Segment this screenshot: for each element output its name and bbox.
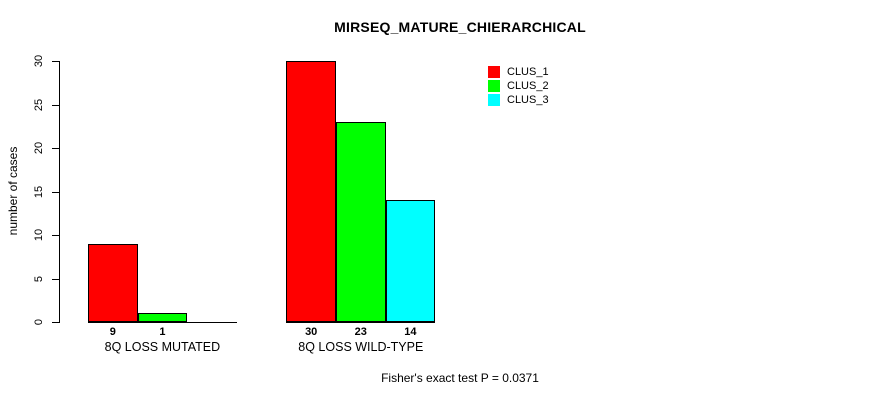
y-tick-mark	[52, 104, 59, 106]
legend-item: CLUS_1	[488, 65, 549, 79]
bar-value-label: 9	[109, 326, 116, 338]
legend-color-swatch	[488, 66, 500, 78]
legend-color-swatch	[488, 94, 500, 106]
y-axis-label: number of cases	[6, 146, 20, 236]
legend-item: CLUS_3	[488, 93, 549, 107]
group-baseline	[88, 322, 237, 323]
annotation-text: Fisher's exact test P = 0.0371	[381, 371, 539, 385]
bar-value-label: 1	[159, 326, 166, 338]
legend-label: CLUS_3	[507, 94, 549, 106]
chart-title: MIRSEQ_MATURE_CHIERARCHICAL	[334, 19, 586, 35]
bar	[336, 121, 386, 322]
y-axis-line	[59, 61, 60, 323]
bar	[137, 313, 188, 322]
legend-label: CLUS_1	[507, 66, 549, 78]
y-tick-mark	[52, 278, 59, 280]
y-tick-mark	[52, 148, 59, 149]
y-tick-mark	[52, 235, 59, 236]
legend-label: CLUS_2	[507, 80, 549, 92]
x-category-label: 8Q LOSS WILD-TYPE	[298, 340, 424, 354]
bar-value-label: 23	[354, 326, 367, 338]
y-tick-label: 0	[33, 318, 45, 326]
legend: CLUS_1 CLUS_2 CLUS_3	[488, 65, 549, 107]
y-tick-label: 25	[33, 98, 45, 111]
bar-value-label: 30	[305, 326, 318, 338]
bar	[286, 61, 336, 322]
y-tick-mark	[52, 191, 59, 193]
x-category-label: 8Q LOSS MUTATED	[104, 340, 221, 354]
y-tick-mark	[52, 322, 59, 323]
y-tick-mark	[52, 61, 59, 62]
legend-color-swatch	[488, 80, 500, 92]
y-tick-label: 20	[33, 141, 45, 155]
y-tick-label: 30	[33, 54, 45, 68]
y-tick-label: 5	[33, 275, 45, 282]
bar	[385, 200, 436, 322]
group-baseline	[286, 322, 436, 323]
legend-item: CLUS_2	[488, 79, 549, 93]
bar-value-label: 14	[404, 326, 417, 338]
y-tick-label: 15	[33, 185, 45, 198]
bar	[88, 243, 138, 322]
y-tick-label: 10	[33, 228, 45, 242]
